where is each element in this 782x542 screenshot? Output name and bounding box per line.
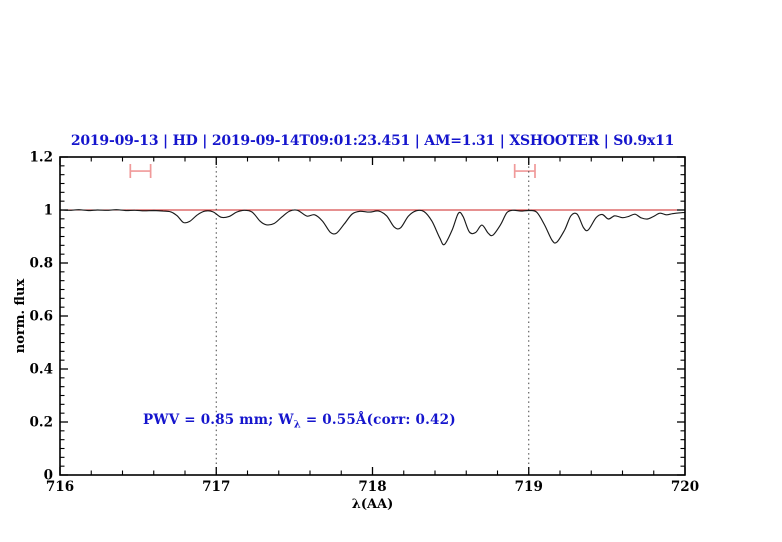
y-tick-label: 0.4 bbox=[30, 362, 54, 378]
y-tick-label: 0.2 bbox=[30, 415, 54, 431]
y-tick-label: 0 bbox=[44, 468, 53, 484]
x-tick-label: 718 bbox=[358, 479, 386, 495]
x-tick-label: 720 bbox=[671, 479, 699, 495]
y-axis-label: norm. flux bbox=[13, 279, 28, 354]
band-range-marker bbox=[129, 164, 152, 179]
x-tick-label: 719 bbox=[515, 479, 543, 495]
annotation-post: = 0.55Å(corr: 0.42) bbox=[300, 412, 456, 428]
x-tick-label: 716 bbox=[46, 479, 74, 495]
y-tick-label: 1 bbox=[44, 203, 53, 219]
y-tick-label: 0.8 bbox=[30, 256, 54, 272]
annotation-lambda-subscript: λ bbox=[293, 419, 301, 431]
x-tick-label: 717 bbox=[202, 479, 230, 495]
pwv-annotation: PWV = 0.85 mm; Wλ = 0.55Å(corr: 0.42) bbox=[143, 412, 456, 431]
band-range-marker bbox=[513, 164, 536, 179]
plot-title: 2019-09-13 | HD | 2019-09-14T09:01:23.45… bbox=[70, 133, 675, 149]
y-tick-label: 1.2 bbox=[30, 150, 54, 166]
spectrum-line bbox=[59, 209, 686, 246]
y-tick-label: 0.6 bbox=[30, 309, 54, 325]
x-axis-label: λ(AA) bbox=[352, 497, 394, 512]
annotation-pre: PWV = 0.85 mm; W bbox=[143, 412, 294, 428]
